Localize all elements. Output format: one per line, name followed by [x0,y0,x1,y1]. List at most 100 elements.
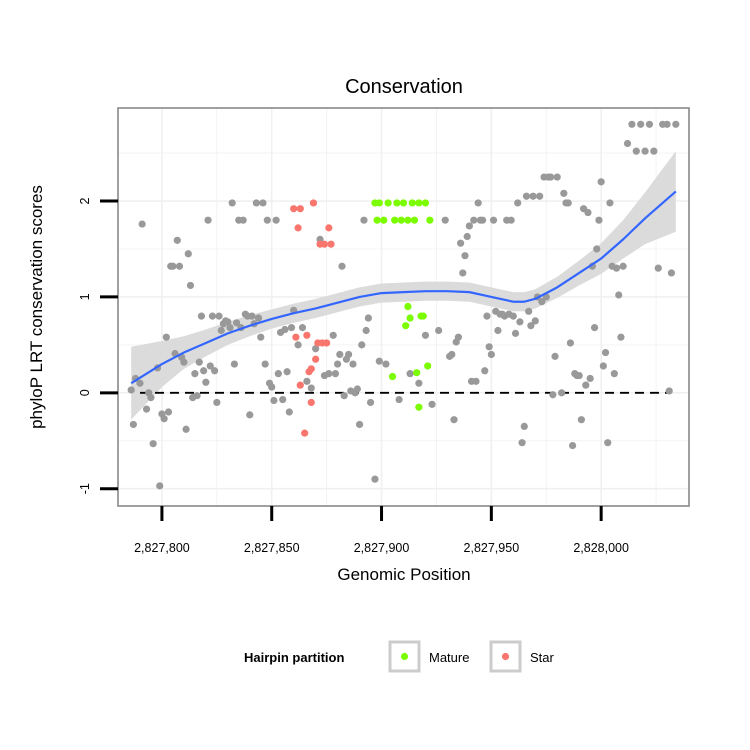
data-point-other [518,439,526,447]
data-point-other [645,120,654,128]
data-point-mature [410,216,419,224]
data-point-other [586,374,594,383]
plot-panel-border [117,107,690,507]
data-point-other [325,370,333,378]
data-point-other [149,440,157,448]
legend-label-mature: Mature [429,650,469,665]
x-tick-label: 2,827,900 [354,541,410,555]
data-point-other [461,252,469,260]
data-point-other [575,371,583,380]
data-point-other [514,199,522,207]
data-point-other [160,415,168,423]
data-point-other [487,350,495,359]
data-point-other [478,216,487,224]
data-point-other [360,216,368,224]
data-point-other [232,319,241,327]
data-point-other [204,216,212,224]
data-point-other [650,147,658,155]
y-tick-label: -1 [78,483,92,494]
data-point-other [336,350,344,359]
chart-title: Conservation [345,76,463,98]
data-point-other [366,398,375,407]
data-point-star [292,333,300,341]
data-point-other [593,245,601,253]
data-point-other [553,173,561,181]
data-point-other [612,264,621,272]
data-point-other [371,475,379,483]
data-point-mature [419,312,427,320]
data-point-mature [402,322,410,330]
data-point-star [323,339,331,347]
x-tick-label: 2,827,850 [244,541,300,555]
data-point-other [261,360,269,368]
y-axis-title: phyloP LRT conservation scores [27,185,46,429]
data-point-other [200,367,208,375]
data-point-other [584,208,592,217]
data-point-other [274,370,282,378]
data-point-other [349,360,357,368]
data-point-other [428,400,436,408]
confidence-band-area [131,151,676,420]
data-point-other [474,199,482,207]
data-point-star [327,240,335,248]
data-point-mature [375,199,383,207]
data-point-star [296,381,304,389]
data-point-other [211,367,219,375]
data-point-other [263,216,271,224]
data-point-other [509,312,517,320]
data-point-other [527,322,535,330]
data-point-other [127,386,135,394]
data-point-other [536,192,544,200]
data-point-other [507,216,515,224]
plot-panel [118,108,689,506]
data-point-other [147,394,155,402]
data-point-other [156,482,164,490]
smooth-fit-layer [130,190,677,385]
data-point-other [217,326,225,335]
confidence-band [131,151,676,420]
data-point-star [294,224,302,232]
data-point-other [538,298,546,306]
data-point-other [597,178,605,186]
data-point-other [208,312,217,320]
data-point-mature [413,369,421,377]
data-point-other [272,216,280,224]
data-point-other [599,362,607,370]
data-point-other [619,262,627,270]
data-point-mature [426,216,434,224]
data-point-mature [415,199,423,207]
data-point-mature [415,403,423,411]
data-point-other [329,331,337,339]
data-point-other [355,420,364,429]
data-point-other [415,379,423,387]
data-point-other [230,360,238,368]
data-point-star [307,365,315,373]
data-point-other [169,262,177,270]
data-point-other [569,441,577,450]
data-point-mature [404,216,412,224]
data-point-other [617,333,625,341]
data-point-star [309,199,318,207]
data-point-other [604,439,612,447]
data-point-other [465,222,473,230]
data-point-other [331,370,340,378]
data-point-other [303,377,311,385]
data-point-mature [391,216,399,224]
x-axis: 2,827,800 2,827,850 2,827,900 2,827,950 2,82… [134,506,629,555]
data-point-other [191,370,199,378]
data-point-mature [408,199,416,207]
data-point-other [239,216,247,224]
data-point-other [182,425,190,433]
data-point-other [164,408,173,416]
data-point-other [463,232,471,241]
data-point-other [494,326,502,335]
data-point-other [421,331,430,339]
data-point-other [197,312,206,320]
data-point-other [485,343,493,351]
data-point-other [193,392,201,400]
data-point-other [307,384,315,392]
data-point-star [325,224,333,232]
data-point-other [215,312,223,320]
data-point-other [364,314,372,322]
